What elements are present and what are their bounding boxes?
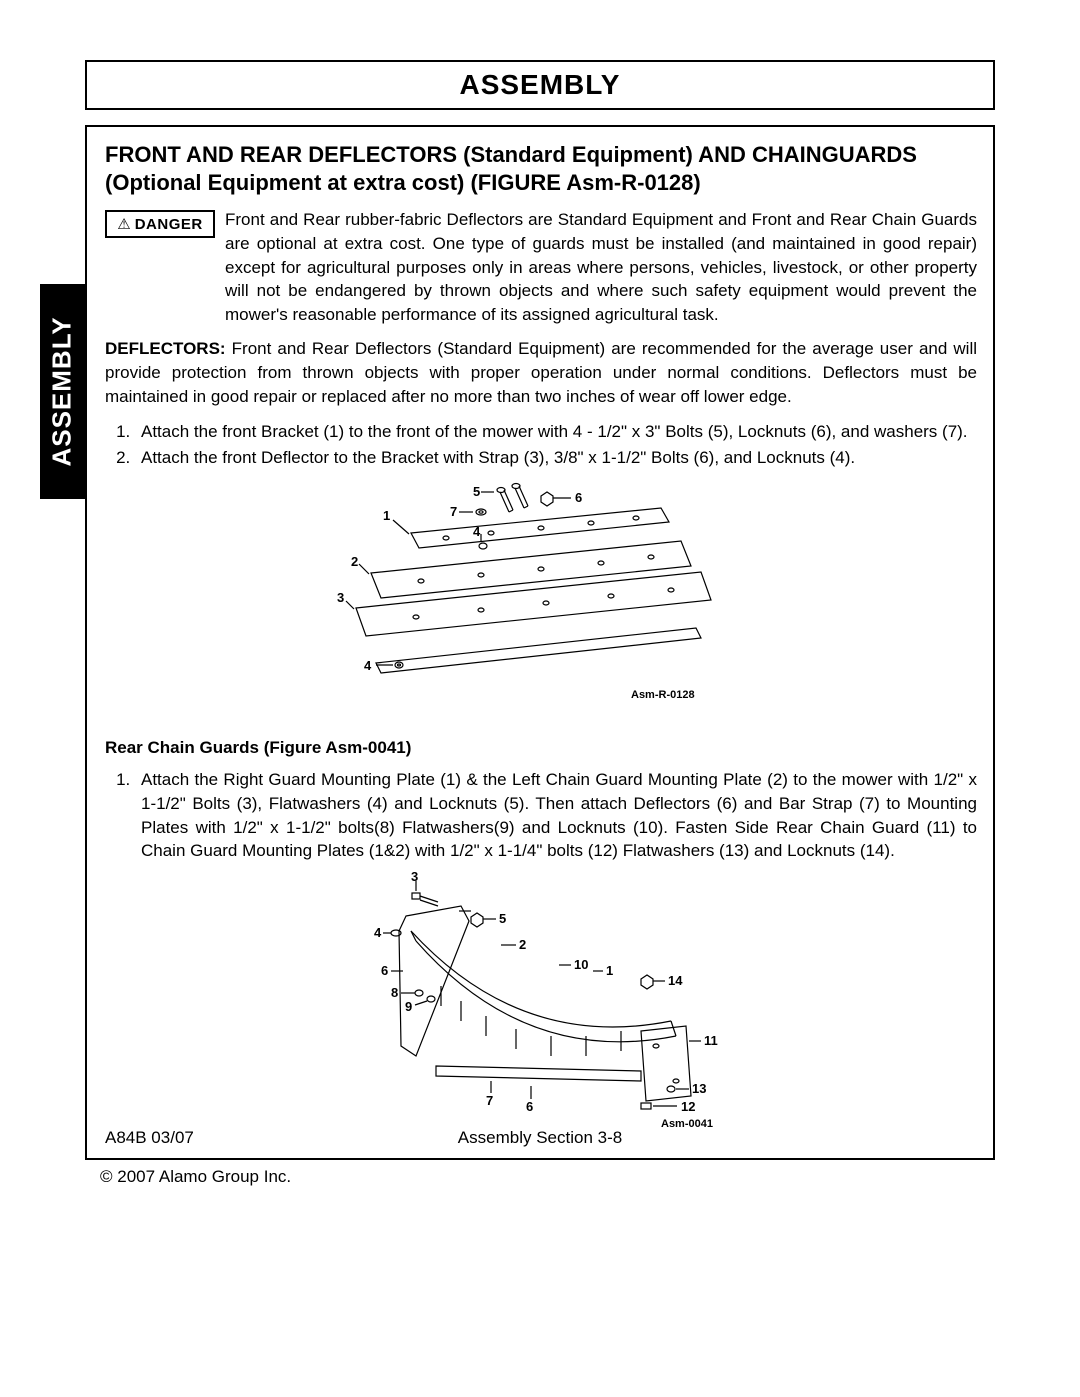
fig2-label-7: 7 [486,1093,493,1108]
danger-label: DANGER [135,216,203,233]
warning-icon: ⚠ [117,217,130,232]
fig1-label-4: 4 [473,524,481,539]
danger-text: Front and Rear rubber-fabric Deflectors … [225,208,977,327]
fig2-label-12: 12 [681,1099,695,1114]
step-item: Attach the Right Guard Mounting Plate (1… [135,768,977,863]
deflectors-text: Front and Rear Deflectors (Standard Equi… [105,339,977,406]
danger-row: ⚠ DANGER Front and Rear rubber-fabric De… [105,208,977,327]
figure-2: 3 5 4 2 10 1 6 8 9 14 11 7 6 13 12 Asm-0… [105,871,977,1131]
figure-1-svg: 5 6 7 1 4 2 3 4 Asm-R-0128 [331,478,751,718]
figure-1: 5 6 7 1 4 2 3 4 Asm-R-0128 [105,478,977,718]
fig1-caption: Asm-R-0128 [631,689,695,701]
fig1-label-5: 5 [473,484,480,499]
danger-badge: ⚠ DANGER [105,210,215,238]
fig2-label-4: 4 [374,925,382,940]
fig2-label-13: 13 [692,1081,706,1096]
footer-center: Assembly Section 3-8 [395,1128,685,1148]
figure-2-svg: 3 5 4 2 10 1 6 8 9 14 11 7 6 13 12 Asm-0… [341,871,741,1131]
fig2-label-6: 6 [381,963,388,978]
fig2-label-2: 2 [519,937,526,952]
sub-heading: Rear Chain Guards (Figure Asm-0041) [105,738,977,758]
fig2-label-11: 11 [704,1033,718,1048]
footer: A84B 03/07 Assembly Section 3-8 [105,1128,975,1148]
fig2-label-10: 10 [574,957,588,972]
fig2-label-5: 5 [499,911,506,926]
step-item: Attach the front Bracket (1) to the fron… [135,420,977,444]
section-title: FRONT AND REAR DEFLECTORS (Standard Equi… [105,141,977,196]
steps-list-2: Attach the Right Guard Mounting Plate (1… [105,768,977,863]
deflectors-lead: DEFLECTORS: [105,339,226,358]
fig1-label-2: 2 [351,554,358,569]
fig2-label-3: 3 [411,871,418,884]
fig2-label-1: 1 [606,963,613,978]
side-tab: ASSEMBLY [40,284,85,499]
fig2-label-6b: 6 [526,1099,533,1114]
fig1-label-4b: 4 [364,658,372,673]
content-box: FRONT AND REAR DEFLECTORS (Standard Equi… [85,125,995,1160]
fig1-label-3: 3 [337,590,344,605]
deflectors-para: DEFLECTORS: Front and Rear Deflectors (S… [105,337,977,408]
steps-list-1: Attach the front Bracket (1) to the fron… [105,420,977,470]
step-item: Attach the front Deflector to the Bracke… [135,446,977,470]
fig1-label-6: 6 [575,490,582,505]
copyright: © 2007 Alamo Group Inc. [100,1167,291,1187]
fig2-label-8: 8 [391,985,398,1000]
fig1-label-7: 7 [450,504,457,519]
title-box: ASSEMBLY [85,60,995,110]
side-tab-label: ASSEMBLY [47,316,78,466]
fig1-label-1: 1 [383,508,390,523]
fig2-label-14: 14 [668,973,683,988]
page-title: ASSEMBLY [459,69,620,101]
footer-left: A84B 03/07 [105,1128,395,1148]
fig2-label-9: 9 [405,999,412,1014]
